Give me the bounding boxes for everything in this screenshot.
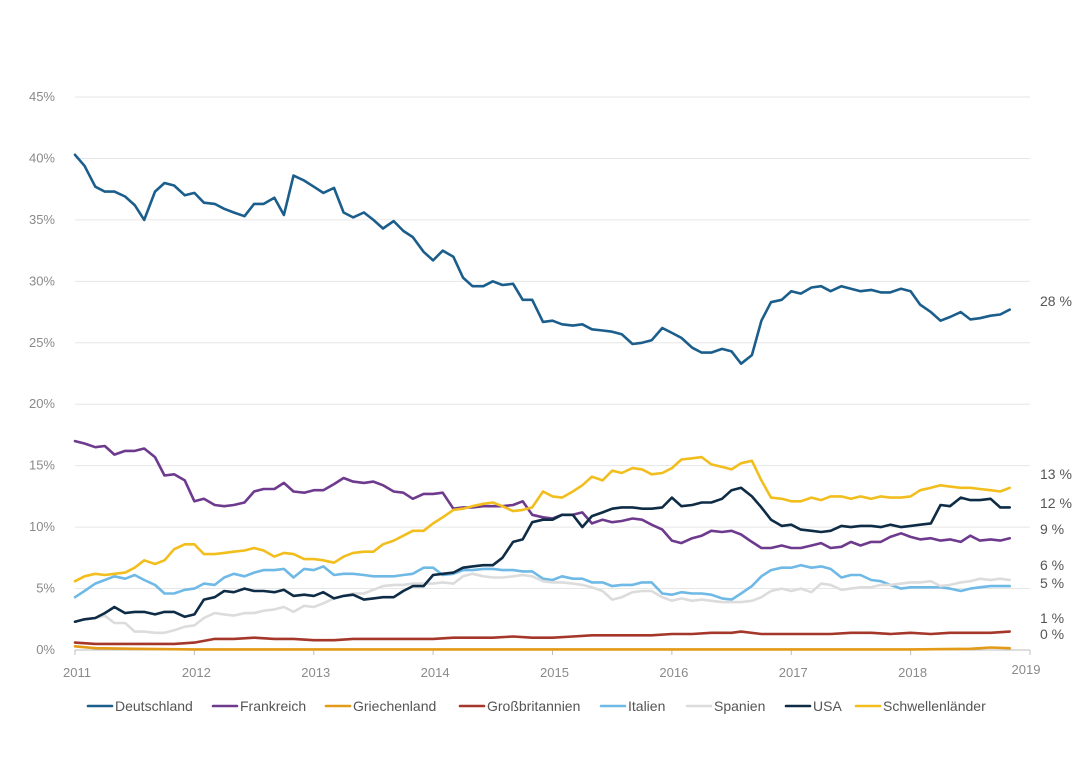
- end-label-usa: 12 %: [1040, 495, 1072, 511]
- x-tick-label: 2011: [63, 665, 91, 680]
- series-line-schwellenlaender: [73, 455, 1011, 583]
- gridlines: [75, 96, 1030, 651]
- x-tick-label: 2012: [182, 665, 211, 680]
- end-label-frankreich: 9 %: [1040, 521, 1064, 537]
- y-tick-label: 35%: [29, 212, 55, 227]
- y-tick-label: 10%: [29, 519, 55, 534]
- series-line-spanien: [73, 572, 1011, 635]
- end-label-spanien: 6 %: [1040, 557, 1064, 573]
- legend-label-grossbritannien: Großbritannien: [487, 698, 580, 714]
- legend-label-schwellenlaender: Schwellenländer: [883, 698, 986, 714]
- end-label-schwellenlaender: 13 %: [1040, 466, 1072, 482]
- x-tick-label: 2014: [421, 665, 450, 680]
- y-axis-ticks: 0% 5% 10% 15% 20% 25% 30% 35% 40% 45%: [29, 89, 55, 657]
- legend-label-frankreich: Frankreich: [240, 698, 306, 714]
- x-tick-label: 2018: [898, 665, 927, 680]
- y-tick-label: 0%: [36, 642, 55, 657]
- legend-label-deutschland: Deutschland: [115, 698, 193, 714]
- y-tick-label: 20%: [29, 396, 55, 411]
- x-tick-label: 2017: [779, 665, 808, 680]
- legend-label-italien: Italien: [628, 698, 665, 714]
- x-tick-label: 2015: [540, 665, 569, 680]
- series-line-italien: [73, 563, 1011, 601]
- y-tick-label: 5%: [36, 581, 55, 596]
- legend-label-usa: USA: [813, 698, 842, 714]
- y-tick-label: 30%: [29, 273, 55, 288]
- legend: Deutschland Frankreich Griechenland Großbri…: [86, 698, 986, 714]
- end-value-labels: 28 % 9 % 0 %1 % 5 % 6 % 12 % 13 %: [1040, 293, 1072, 642]
- legend-label-griechenland: Griechenland: [353, 698, 436, 714]
- series-line-griechenland: [73, 645, 1011, 651]
- series-lines: [73, 153, 1011, 651]
- y-tick-label: 25%: [29, 335, 55, 350]
- y-tick-label: 15%: [29, 458, 55, 473]
- legend-label-spanien: Spanien: [714, 698, 765, 714]
- x-tick-label: 2016: [659, 665, 688, 680]
- end-label-griechenland: 0 %: [1040, 626, 1064, 642]
- end-label-deutschland: 28 %: [1040, 293, 1072, 309]
- end-label-italien: 5 %: [1040, 575, 1064, 591]
- y-tick-label: 40%: [29, 150, 55, 165]
- end-label-grossbritannien: 1 %: [1040, 610, 1064, 626]
- series-line-frankreich: [73, 439, 1011, 550]
- series-line-grossbritannien: [73, 630, 1011, 646]
- x-axis-ticks: 2011 2012 2013 2014 2015 2016 2017 2018 2019: [63, 650, 1040, 680]
- series-line-usa: [73, 486, 1011, 623]
- series-line-deutschland: [73, 153, 1011, 365]
- x-tick-label: 2013: [301, 665, 330, 680]
- x-tick-label: 2019: [1012, 662, 1041, 677]
- y-tick-label: 45%: [29, 89, 55, 104]
